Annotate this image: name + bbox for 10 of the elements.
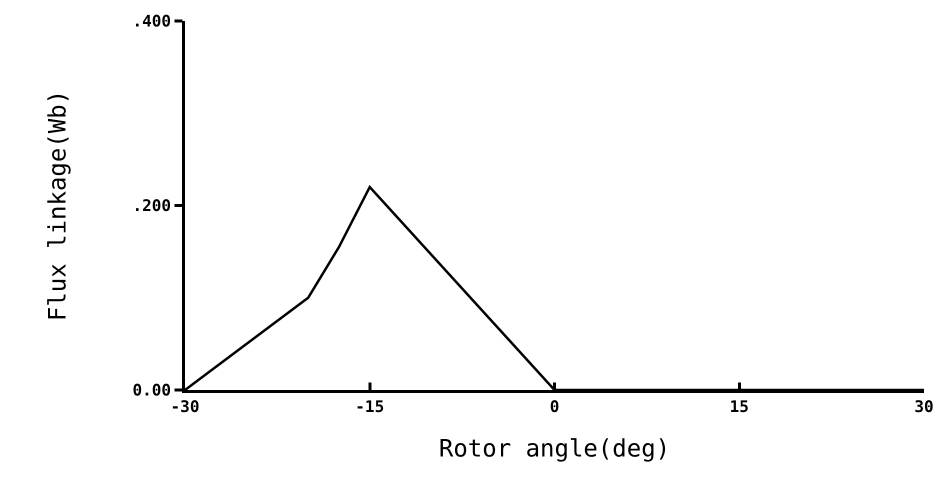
x-axis-title: Rotor angle(deg) — [438, 434, 670, 462]
y-tick-label: 0.00 — [132, 380, 172, 400]
x-tick-label: 15 — [730, 396, 749, 416]
x-tick-label: 30 — [914, 396, 934, 416]
x-tick-label: -30 — [170, 396, 200, 416]
y-axis-title: Flux linkage(Wb) — [44, 90, 72, 322]
x-tick-label: 0 — [550, 396, 560, 416]
y-tick-label: .400 — [132, 12, 172, 31]
y-tick-label: .200 — [132, 196, 172, 216]
x-tick-label: -15 — [355, 396, 384, 416]
